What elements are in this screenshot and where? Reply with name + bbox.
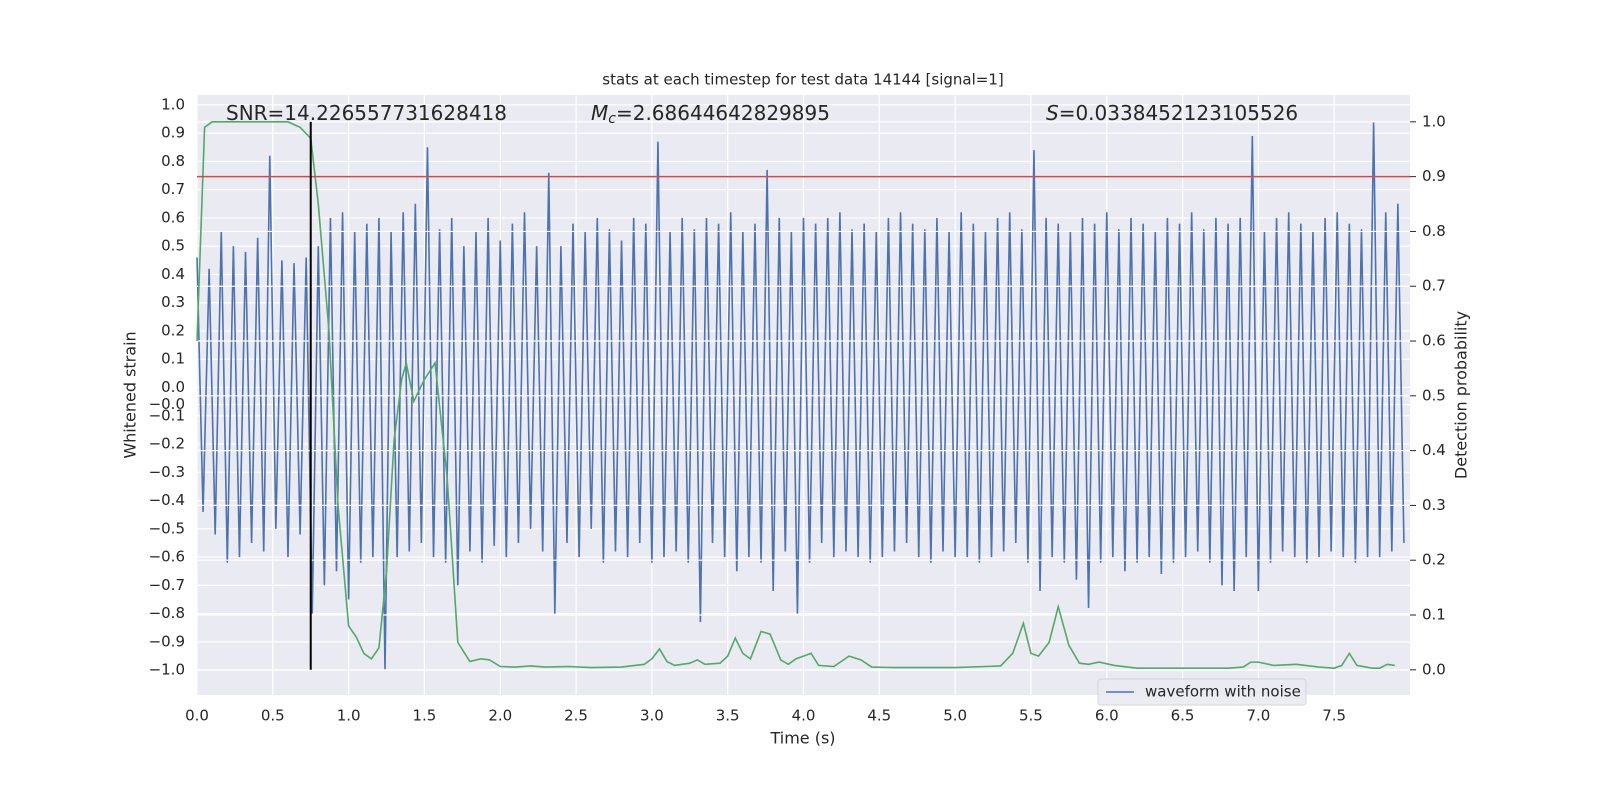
y-tick-label: −0.8: [149, 604, 185, 622]
x-tick-label: 4.5: [867, 707, 891, 725]
y2-tick-label: 0.0: [1422, 660, 1446, 678]
chart-title: stats at each timestep for test data 141…: [602, 71, 1003, 89]
annotation-symbol: M: [591, 101, 608, 125]
annotation-text: =2.68644642829895: [616, 101, 830, 125]
y-tick-label: 0.3: [161, 293, 185, 311]
y-tick-label: 0.9: [161, 124, 185, 142]
x-tick-label: 0.0: [185, 707, 209, 725]
annotation: SNR=14.226557731628418: [226, 101, 507, 125]
y2-tick-label: 0.1: [1422, 606, 1446, 624]
y-tick-label: 0.5: [161, 237, 185, 255]
y2-tick-label: 0.6: [1422, 332, 1446, 350]
y-tick-label: 1.0: [161, 95, 185, 113]
x-tick-label: 5.0: [943, 707, 967, 725]
y2-tick-label: 0.2: [1422, 551, 1446, 569]
annotation: Mc=2.68644642829895: [591, 101, 830, 128]
x-axis-label: Time (s): [769, 729, 835, 748]
y-tick-label: −0.9: [149, 632, 185, 650]
x-tick-label: 4.0: [792, 707, 816, 725]
x-tick-label: 7.0: [1246, 707, 1270, 725]
y-tick-label: 0.2: [161, 321, 185, 339]
annotation: S=0.0338452123105526: [1046, 101, 1298, 125]
annotation-symbol: S: [1046, 101, 1059, 125]
x-tick-label: 0.5: [261, 707, 285, 725]
series-line: [196, 121, 1395, 669]
x-tick-label: 2.5: [564, 707, 588, 725]
x-tick-label: 2.0: [488, 707, 512, 725]
y2-tick-label: 0.9: [1422, 167, 1446, 185]
y-tick-label: −0.3: [149, 463, 185, 481]
y-tick-label: 0.0: [161, 378, 185, 396]
y-tick-label: −0.0: [149, 395, 185, 413]
y-tick-label: −0.5: [149, 519, 185, 537]
x-tick-label: 1.5: [413, 707, 437, 725]
y-tick-label: 0.7: [161, 180, 185, 198]
annotation-subscript: c: [608, 111, 616, 127]
y2-tick-label: 0.4: [1422, 441, 1446, 459]
y-tick-label: −0.6: [149, 548, 185, 566]
y2-tick-label: 0.8: [1422, 222, 1446, 240]
y2-tick-label: 0.3: [1422, 496, 1446, 514]
y-tick-label: −0.2: [149, 435, 185, 453]
y2-axis-label: Detection probability: [1452, 311, 1471, 479]
x-tick-label: 6.0: [1095, 707, 1119, 725]
y2-tick-label: 1.0: [1422, 112, 1446, 130]
x-tick-label: 6.5: [1171, 707, 1195, 725]
annotation-text: SNR=14.226557731628418: [226, 101, 507, 125]
x-tick-label: 1.0: [337, 707, 361, 725]
y-tick-label: 0.4: [161, 265, 185, 283]
y-tick-label: −0.7: [149, 576, 185, 594]
legend-box: [1097, 678, 1307, 706]
y2-tick-label: 0.7: [1422, 277, 1446, 295]
y-tick-label: 0.6: [161, 208, 185, 226]
y-tick-label: 0.8: [161, 152, 185, 170]
annotation-text: =0.0338452123105526: [1059, 101, 1298, 125]
y-tick-label: −1.0: [149, 661, 185, 679]
y-axis-label: Whitened strain: [121, 331, 140, 458]
legend-label: waveform with noise: [1145, 683, 1301, 701]
x-tick-label: 7.5: [1322, 707, 1346, 725]
x-tick-label: 3.5: [716, 707, 740, 725]
y-tick-label: −0.4: [149, 491, 185, 509]
x-tick-label: 5.5: [1019, 707, 1043, 725]
y-tick-label: 0.1: [161, 350, 185, 368]
y-tick-label: −0.1: [149, 406, 185, 424]
x-tick-label: 3.0: [640, 707, 664, 725]
y2-tick-label: 0.5: [1422, 386, 1446, 404]
series-line: [196, 121, 1405, 671]
